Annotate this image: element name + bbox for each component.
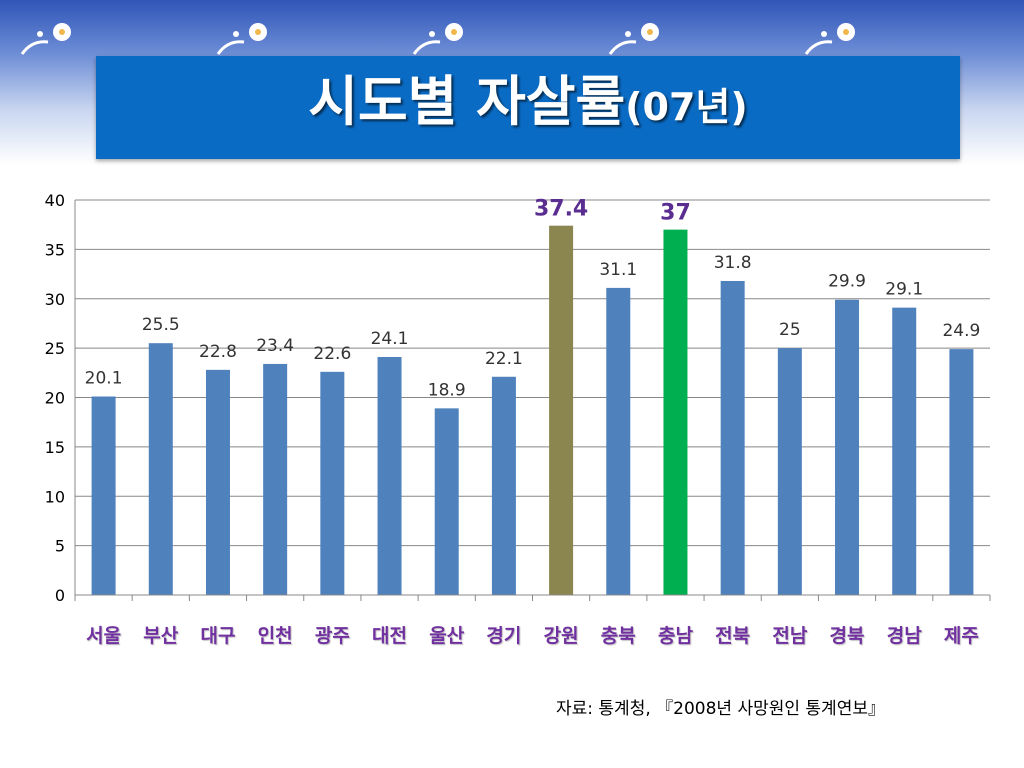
bar-chart: 0 5 10 15 20 25 30 35 40 20.1 서울 25.5 부산 22.8 대구 23.4 인천… — [45, 191, 991, 647]
bar-제주 — [949, 349, 974, 595]
y-tick-label: 35 — [45, 240, 65, 259]
bar-강원 — [549, 225, 574, 596]
flower-ornament-2 — [216, 23, 267, 55]
bar-인천 — [263, 363, 288, 595]
x-category-label: 경남 — [887, 625, 922, 647]
x-category-label: 전북 — [715, 625, 750, 647]
data-label: 24.1 — [371, 329, 409, 349]
data-label: 29.1 — [885, 280, 923, 300]
data-label: 31.8 — [714, 253, 752, 273]
bar-대구 — [205, 369, 230, 595]
data-label: 25.5 — [142, 315, 180, 335]
y-tick-label: 5 — [55, 537, 65, 556]
data-label: 29.9 — [828, 272, 866, 292]
x-category-label: 서울 — [86, 625, 121, 647]
y-tick-label: 10 — [45, 487, 65, 506]
data-label: 22.8 — [199, 342, 237, 362]
data-label: 24.9 — [942, 321, 980, 341]
y-tick-label: 30 — [45, 290, 65, 309]
y-tick-label: 15 — [45, 438, 65, 457]
flower-ornament-1 — [20, 23, 71, 55]
x-category-label: 강원 — [544, 625, 579, 647]
title-sub: (07년) — [625, 84, 748, 129]
x-category-label: 광주 — [315, 625, 350, 647]
x-category-label: 충남 — [658, 625, 693, 647]
title-main: 시도별 자살률 — [308, 69, 626, 133]
bar-경남 — [892, 307, 917, 595]
bar-서울 — [91, 396, 116, 595]
flower-ornament-4 — [608, 23, 659, 55]
data-label: 23.4 — [256, 336, 294, 356]
x-category-label: 부산 — [143, 625, 178, 647]
data-label: 31.1 — [599, 260, 637, 280]
data-label: 20.1 — [85, 369, 123, 389]
bar-전북 — [720, 280, 745, 595]
bar-울산 — [434, 408, 459, 595]
y-tick-label: 20 — [45, 389, 65, 408]
bar-전남 — [777, 348, 802, 595]
slide-title: 시도별 자살률(07년) — [308, 74, 748, 129]
y-tick-label: 0 — [55, 586, 65, 605]
bar-경북 — [835, 299, 860, 595]
title-banner: 시도별 자살률(07년) — [96, 56, 960, 159]
flower-ornament-5 — [804, 23, 855, 55]
data-label: 37 — [660, 201, 691, 226]
x-category-label: 충북 — [601, 625, 636, 647]
data-label: 25 — [779, 320, 801, 340]
source-note: 자료: 통계청, 『2008년 사망원인 통계연보』 — [556, 699, 885, 719]
data-label: 22.1 — [485, 349, 523, 369]
x-category-label: 대구 — [200, 625, 235, 647]
bar-광주 — [320, 371, 345, 595]
x-category-label: 제주 — [944, 625, 979, 647]
y-tick-label: 25 — [45, 339, 65, 358]
flower-ornament-3 — [412, 23, 463, 55]
x-category-label: 인천 — [258, 625, 293, 647]
x-category-label: 경기 — [486, 625, 521, 647]
bar-부산 — [148, 343, 173, 595]
data-label: 37.4 — [534, 197, 588, 222]
bar-경기 — [491, 376, 516, 595]
data-label: 18.9 — [428, 380, 466, 400]
x-category-label: 전남 — [772, 625, 807, 647]
y-tick-label: 40 — [45, 191, 65, 210]
x-category-label: 대전 — [372, 625, 407, 647]
x-category-label: 울산 — [429, 625, 464, 647]
data-label: 22.6 — [313, 344, 351, 364]
bar-충남 — [663, 229, 688, 595]
bar-대전 — [377, 357, 402, 595]
x-category-label: 경북 — [830, 625, 865, 647]
bar-충북 — [606, 287, 631, 595]
